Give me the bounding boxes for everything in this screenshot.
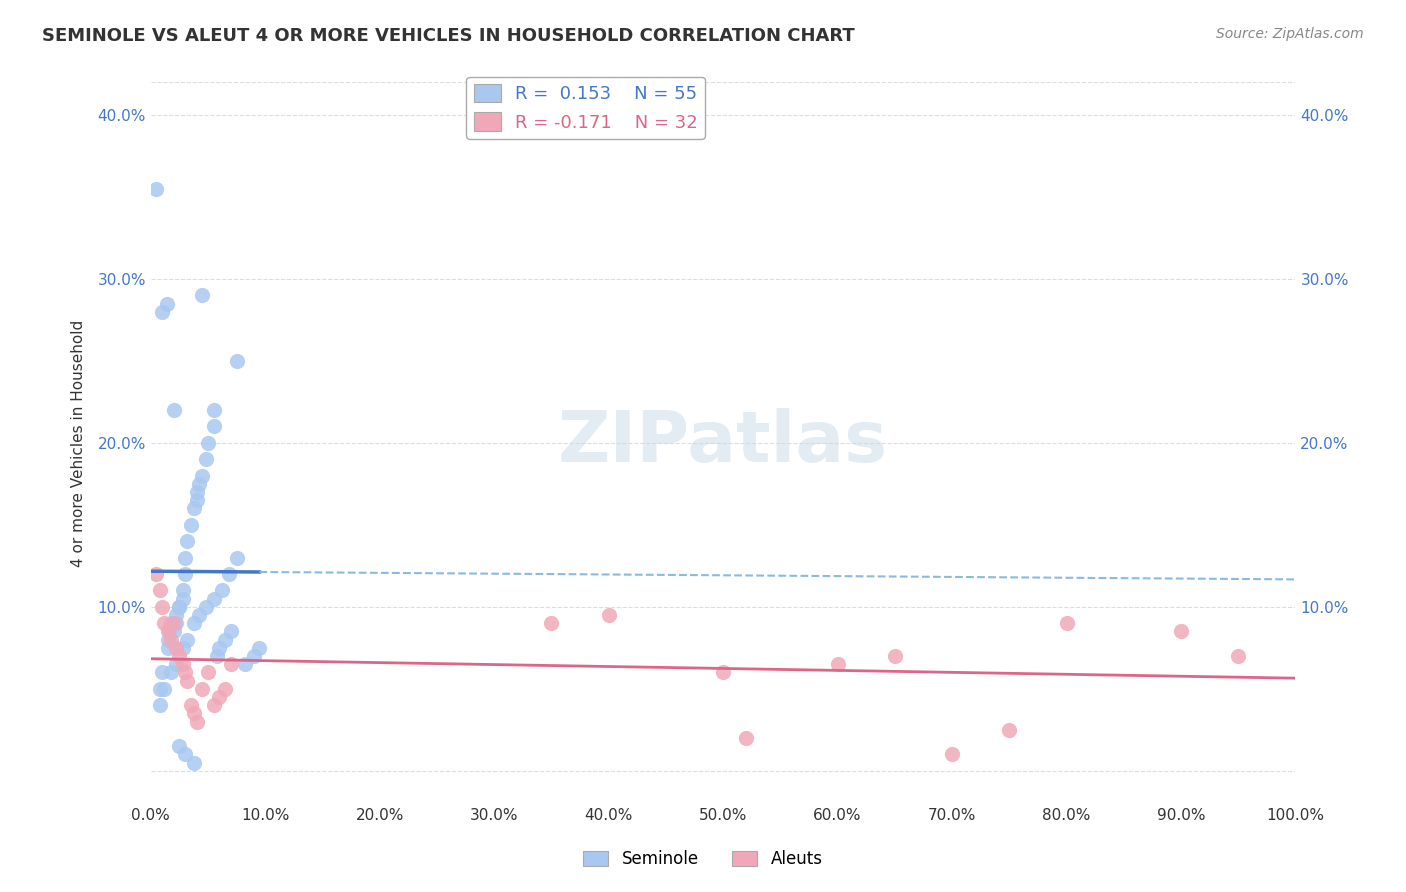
Point [169,599,191,614]
Point [998,723,1021,737]
Point [169,648,191,663]
Legend: Seminole, Aleuts: Seminole, Aleuts [576,844,830,875]
Point [160,665,183,680]
Point [172,591,194,606]
Point [169,739,191,754]
Point [174,747,197,762]
Point [162,403,184,417]
Point [180,698,202,713]
Point [162,624,184,639]
Point [183,501,205,516]
Y-axis label: 4 or more Vehicles in Household: 4 or more Vehicles in Household [72,319,86,566]
Point [202,419,225,434]
Point [176,632,198,647]
Point [150,599,173,614]
Point [153,681,176,696]
Point [162,616,184,631]
Point [157,624,180,639]
Point [160,616,183,631]
Point [194,452,217,467]
Point [202,698,225,713]
Point [187,608,209,623]
Point [540,616,562,631]
Legend: R =  0.153    N = 55, R = -0.171    N = 32: R = 0.153 N = 55, R = -0.171 N = 32 [467,77,704,139]
Point [208,690,231,704]
Point [145,182,167,196]
Point [202,403,225,417]
Point [145,567,167,582]
Point [172,583,194,598]
Point [211,583,233,598]
Point [249,640,271,655]
Point [233,657,256,672]
Point [242,648,264,663]
Point [156,632,179,647]
Point [735,731,758,745]
Point [183,756,205,770]
Point [187,476,209,491]
Text: ZIPatlas: ZIPatlas [558,409,889,477]
Point [150,665,173,680]
Point [225,354,247,368]
Point [883,648,905,663]
Point [174,665,197,680]
Point [174,567,197,582]
Point [219,657,242,672]
Text: SEMINOLE VS ALEUT 4 OR MORE VEHICLES IN HOUSEHOLD CORRELATION CHART: SEMINOLE VS ALEUT 4 OR MORE VEHICLES IN … [42,27,855,45]
Point [191,288,214,302]
Point [183,706,205,721]
Point [186,714,208,729]
Point [172,640,194,655]
Point [153,616,176,631]
Point [169,599,191,614]
Point [186,485,208,500]
Point [941,747,963,762]
Point [156,296,179,310]
Point [180,517,202,532]
Point [176,534,198,549]
Point [205,648,228,663]
Point [174,550,197,565]
Point [219,624,242,639]
Point [176,673,198,688]
Point [1227,648,1250,663]
Point [598,608,620,623]
Point [149,698,172,713]
Point [214,681,236,696]
Point [202,591,225,606]
Point [149,681,172,696]
Point [191,468,214,483]
Point [225,550,247,565]
Text: Source: ZipAtlas.com: Source: ZipAtlas.com [1216,27,1364,41]
Point [165,616,187,631]
Point [160,632,183,647]
Point [1170,624,1192,639]
Point [197,436,219,450]
Point [191,681,214,696]
Point [183,616,205,631]
Point [218,567,240,582]
Point [149,583,172,598]
Point [150,304,173,318]
Point [165,640,187,655]
Point [711,665,734,680]
Point [214,632,236,647]
Point [165,608,187,623]
Point [197,665,219,680]
Point [208,640,231,655]
Point [827,657,849,672]
Point [1056,616,1078,631]
Point [165,657,187,672]
Point [172,657,194,672]
Point [194,599,217,614]
Point [156,624,179,639]
Point [186,493,208,508]
Point [156,640,179,655]
